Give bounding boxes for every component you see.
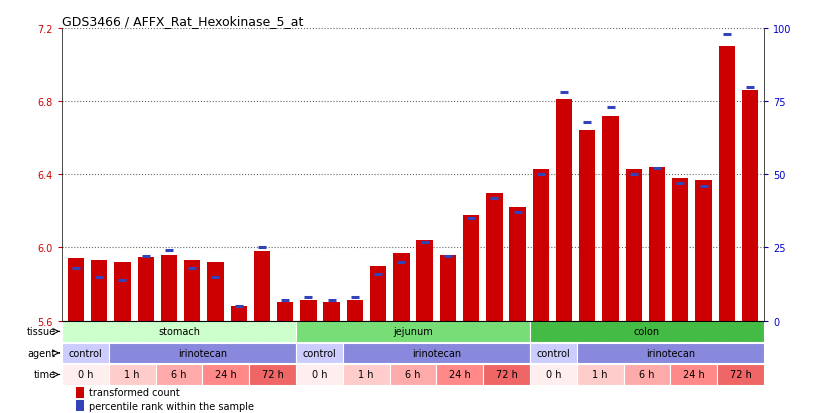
Bar	[184, 261, 200, 321]
Bar	[76, 387, 84, 398]
Text: 1 h: 1 h	[592, 370, 608, 380]
Bar	[390, 364, 436, 385]
Bar	[249, 364, 296, 385]
Bar	[324, 303, 339, 321]
Text: colon: colon	[634, 327, 660, 337]
Bar	[487, 193, 502, 321]
Text: control: control	[302, 348, 336, 358]
Bar	[114, 262, 131, 321]
Bar	[343, 364, 390, 385]
Text: tissue: tissue	[27, 327, 56, 337]
Bar	[483, 364, 530, 385]
Bar	[155, 364, 202, 385]
Text: 24 h: 24 h	[449, 370, 471, 380]
Text: 1 h: 1 h	[358, 370, 374, 380]
Text: 6 h: 6 h	[406, 370, 420, 380]
Bar	[719, 47, 735, 321]
Bar	[202, 364, 249, 385]
Bar	[533, 169, 549, 321]
Bar	[649, 168, 665, 321]
Bar	[695, 180, 712, 321]
Bar	[439, 255, 456, 321]
Bar	[579, 131, 596, 321]
Bar	[672, 178, 689, 321]
Text: irinotecan: irinotecan	[412, 348, 461, 358]
Bar	[347, 301, 363, 321]
Bar	[207, 262, 224, 321]
Bar	[161, 255, 177, 321]
Bar	[577, 364, 624, 385]
Bar	[530, 364, 577, 385]
Bar	[343, 343, 530, 363]
Bar	[530, 321, 764, 342]
Bar	[577, 343, 764, 363]
Bar	[530, 343, 577, 363]
Text: stomach: stomach	[158, 327, 200, 337]
Bar	[296, 364, 343, 385]
Bar	[68, 259, 84, 321]
Text: transformed count: transformed count	[88, 387, 179, 398]
Text: agent: agent	[28, 348, 56, 358]
Bar	[436, 364, 483, 385]
Bar	[62, 364, 109, 385]
Bar	[62, 343, 109, 363]
Bar	[624, 364, 671, 385]
Bar	[76, 400, 84, 411]
Bar	[717, 364, 764, 385]
Bar	[463, 215, 479, 321]
Bar	[137, 257, 154, 321]
Bar	[416, 240, 433, 321]
Bar	[556, 100, 572, 321]
Text: jejunum: jejunum	[393, 327, 433, 337]
Text: 24 h: 24 h	[683, 370, 705, 380]
Text: irinotecan: irinotecan	[178, 348, 227, 358]
Text: 6 h: 6 h	[171, 370, 187, 380]
Text: GDS3466 / AFFX_Rat_Hexokinase_5_at: GDS3466 / AFFX_Rat_Hexokinase_5_at	[62, 15, 303, 28]
Text: control: control	[69, 348, 102, 358]
Text: 1 h: 1 h	[125, 370, 140, 380]
Bar	[602, 116, 619, 321]
Bar	[296, 321, 530, 342]
Bar	[300, 301, 316, 321]
Text: percentile rank within the sample: percentile rank within the sample	[88, 401, 254, 411]
Bar	[671, 364, 717, 385]
Bar	[742, 91, 758, 321]
Text: control: control	[537, 348, 570, 358]
Text: 6 h: 6 h	[639, 370, 655, 380]
Text: time: time	[34, 370, 56, 380]
Bar	[277, 303, 293, 321]
Text: irinotecan: irinotecan	[646, 348, 695, 358]
Bar	[296, 343, 343, 363]
Text: 72 h: 72 h	[496, 370, 518, 380]
Bar	[109, 364, 155, 385]
Bar	[393, 253, 410, 321]
Text: 0 h: 0 h	[546, 370, 561, 380]
Text: 72 h: 72 h	[729, 370, 752, 380]
Bar	[62, 321, 296, 342]
Text: 0 h: 0 h	[78, 370, 93, 380]
Bar	[510, 208, 526, 321]
Text: 0 h: 0 h	[311, 370, 327, 380]
Bar	[109, 343, 296, 363]
Text: 24 h: 24 h	[215, 370, 236, 380]
Bar	[91, 261, 107, 321]
Bar	[230, 306, 247, 321]
Bar	[626, 169, 642, 321]
Bar	[370, 266, 387, 321]
Bar	[254, 252, 270, 321]
Text: 72 h: 72 h	[262, 370, 283, 380]
